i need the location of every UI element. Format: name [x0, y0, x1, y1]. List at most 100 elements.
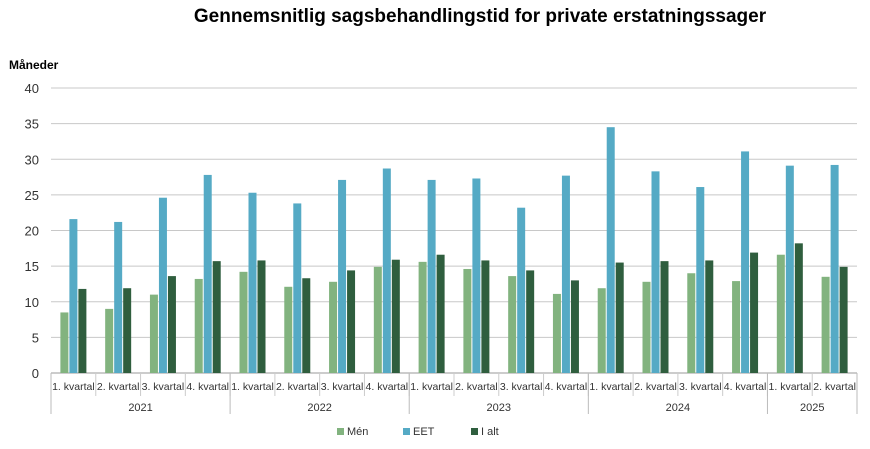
- legend-label: EET: [413, 426, 435, 438]
- bar: [105, 308, 114, 374]
- bar: [302, 278, 311, 373]
- y-tick-label: 25: [25, 188, 39, 203]
- bar: [597, 288, 606, 373]
- bar: [248, 192, 257, 373]
- x-tick-label: 3. kvartal: [321, 381, 364, 393]
- x-tick-label: 1. kvartal: [52, 381, 95, 393]
- bar: [552, 293, 561, 373]
- bar: [687, 273, 696, 373]
- bar: [642, 281, 651, 373]
- bar: [472, 178, 481, 373]
- bars: [60, 127, 848, 374]
- legend: Mén EET I alt: [337, 426, 499, 438]
- x-tick-label: 1. kvartal: [410, 381, 453, 393]
- bar: [167, 276, 176, 373]
- bar: [114, 221, 123, 373]
- x-group-label: 2023: [487, 402, 511, 414]
- bar: [785, 165, 794, 373]
- bar: [78, 288, 87, 373]
- bar: [463, 268, 472, 373]
- x-group-label: 2022: [307, 402, 331, 414]
- bar: [732, 281, 741, 373]
- bar: [696, 187, 705, 373]
- bar: [561, 175, 570, 373]
- bar: [570, 280, 579, 374]
- bar: [776, 254, 785, 373]
- bar: [821, 276, 830, 373]
- x-axis: 1. kvartal 2. kvartal 3. kvartal 4. kvartal…: [50, 373, 858, 414]
- bar: [329, 281, 338, 373]
- x-tick-label: 3. kvartal: [679, 381, 722, 393]
- bar: [382, 168, 391, 373]
- bar: [212, 261, 221, 373]
- x-tick-label: 3. kvartal: [142, 381, 185, 393]
- bar: [750, 252, 759, 373]
- bar: [660, 261, 669, 373]
- bar: [481, 260, 490, 373]
- y-axis-label: Måneder: [9, 58, 59, 72]
- legend-label: Mén: [347, 426, 368, 438]
- legend-swatch: [471, 428, 478, 435]
- x-tick-label: 4. kvartal: [186, 381, 229, 393]
- legend-swatch: [403, 428, 410, 435]
- x-group-label: 2021: [128, 402, 152, 414]
- bar: [239, 271, 248, 373]
- bar: [606, 127, 615, 373]
- y-tick-label: 40: [25, 81, 39, 96]
- bar: [839, 266, 848, 373]
- bar: [391, 259, 400, 373]
- bar: [517, 207, 526, 373]
- x-tick-label: 2. kvartal: [455, 381, 498, 393]
- x-tick-label: 2. kvartal: [276, 381, 319, 393]
- x-tick-label: 2. kvartal: [634, 381, 677, 393]
- bar: [257, 260, 266, 373]
- bar: [373, 266, 382, 373]
- y-tick-label: 20: [25, 224, 39, 239]
- x-tick-label: 4. kvartal: [724, 381, 767, 393]
- x-tick-label: 3. kvartal: [500, 381, 543, 393]
- legend-swatch: [337, 428, 344, 435]
- bar: [526, 270, 535, 373]
- bar: [149, 294, 158, 374]
- y-tick-label: 15: [25, 259, 39, 274]
- bar: [741, 151, 750, 373]
- bar: [69, 219, 78, 373]
- x-tick-label: 2. kvartal: [813, 381, 856, 393]
- bar: [347, 270, 356, 373]
- y-tick-label: 30: [25, 152, 39, 167]
- bar: [194, 278, 203, 373]
- bar: [436, 254, 445, 373]
- bar: [794, 243, 803, 373]
- x-tick-label: 4. kvartal: [366, 381, 409, 393]
- x-group-label: 2024: [666, 402, 690, 414]
- bar: [508, 276, 517, 373]
- y-tick-label: 0: [32, 366, 39, 381]
- bar: [203, 174, 212, 373]
- bar: [293, 203, 302, 373]
- bar: [338, 179, 347, 373]
- chart-title: Gennemsnitlig sagsbehandlingstid for pri…: [194, 6, 767, 27]
- bar: [284, 286, 293, 373]
- y-tick-label: 35: [25, 117, 39, 132]
- bar: [60, 312, 69, 373]
- legend-label: I alt: [481, 426, 499, 438]
- bar: [418, 261, 427, 373]
- x-tick-label: 1. kvartal: [231, 381, 274, 393]
- gridlines: [51, 87, 857, 374]
- bar: [651, 171, 660, 373]
- x-group-label: 2025: [800, 402, 824, 414]
- bar: [158, 197, 167, 373]
- bar: [705, 260, 714, 373]
- x-tick-label: 1. kvartal: [769, 381, 812, 393]
- bar: [830, 164, 839, 373]
- x-tick-label: 2. kvartal: [97, 381, 140, 393]
- bar: [123, 288, 132, 373]
- x-tick-label: 4. kvartal: [545, 381, 588, 393]
- y-tick-label: 10: [25, 295, 39, 310]
- bar: [427, 179, 436, 373]
- x-tick-label: 1. kvartal: [589, 381, 632, 393]
- y-tick-labels: 0 5 10 15 20 25 30 35 40: [25, 81, 39, 381]
- y-tick-label: 5: [32, 330, 39, 345]
- bar: [615, 262, 624, 373]
